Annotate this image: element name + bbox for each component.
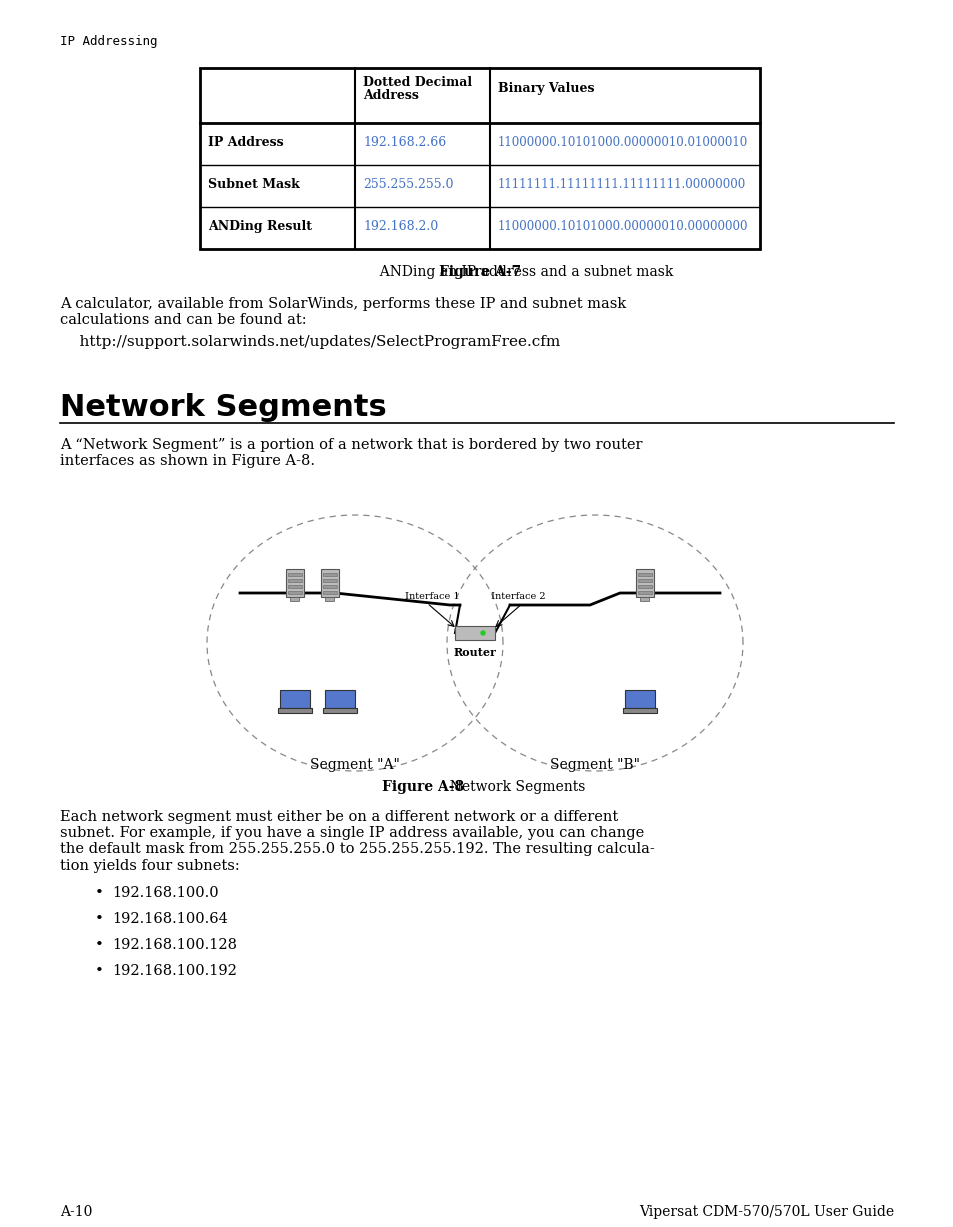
Bar <box>622 708 657 713</box>
Text: Binary Values: Binary Values <box>497 82 594 94</box>
Bar <box>323 708 356 713</box>
Text: 192.168.100.192: 192.168.100.192 <box>112 964 236 978</box>
Bar <box>280 690 310 708</box>
Bar <box>455 626 495 640</box>
Text: 192.168.100.128: 192.168.100.128 <box>112 937 236 952</box>
Text: 11000000.10101000.00000010.01000010: 11000000.10101000.00000010.01000010 <box>497 136 747 148</box>
Text: A “Network Segment” is a portion of a network that is bordered by two router
int: A “Network Segment” is a portion of a ne… <box>60 438 641 469</box>
Text: •: • <box>95 912 104 926</box>
Bar <box>624 690 655 708</box>
Bar <box>288 585 302 588</box>
Bar <box>636 569 654 598</box>
Text: IP Address: IP Address <box>208 136 283 148</box>
Text: 255.255.255.0: 255.255.255.0 <box>363 178 453 191</box>
Text: A calculator, available from SolarWinds, performs these IP and subnet mask
calcu: A calculator, available from SolarWinds,… <box>60 297 625 328</box>
Bar <box>638 579 651 582</box>
Text: •: • <box>95 886 104 899</box>
Text: Figure A-7: Figure A-7 <box>438 265 520 279</box>
Text: ANDing Result: ANDing Result <box>208 220 312 233</box>
Bar <box>323 585 336 588</box>
Bar <box>325 598 335 601</box>
Bar <box>286 569 304 598</box>
Text: •: • <box>95 964 104 978</box>
Text: 192.168.100.0: 192.168.100.0 <box>112 886 218 899</box>
Text: Address: Address <box>363 90 418 102</box>
Text: Interface 2: Interface 2 <box>490 591 545 601</box>
Text: 192.168.2.66: 192.168.2.66 <box>363 136 446 148</box>
Text: 11111111.11111111.11111111.00000000: 11111111.11111111.11111111.00000000 <box>497 178 745 191</box>
Bar <box>323 579 336 582</box>
Bar <box>639 598 649 601</box>
Text: A-10: A-10 <box>60 1205 92 1218</box>
Text: •: • <box>95 937 104 952</box>
Text: Each network segment must either be on a different network or a different
subnet: Each network segment must either be on a… <box>60 810 654 872</box>
Bar <box>638 573 651 575</box>
Text: Router: Router <box>453 647 496 658</box>
Text: Segment "B": Segment "B" <box>550 758 639 772</box>
Text: 192.168.2.0: 192.168.2.0 <box>363 220 437 233</box>
Text: Interface 1: Interface 1 <box>404 591 458 601</box>
Text: Network Segments: Network Segments <box>60 393 386 422</box>
Circle shape <box>480 631 484 636</box>
Text: Segment "A": Segment "A" <box>310 758 399 772</box>
Text: Subnet Mask: Subnet Mask <box>208 178 299 191</box>
Bar <box>288 573 302 575</box>
Text: ANDing an IP address and a subnet mask: ANDing an IP address and a subnet mask <box>371 265 673 279</box>
Bar <box>323 573 336 575</box>
Bar <box>288 591 302 594</box>
Bar <box>320 569 338 598</box>
Text: Vipersat CDM-570/570L User Guide: Vipersat CDM-570/570L User Guide <box>639 1205 893 1218</box>
Bar <box>638 591 651 594</box>
Bar <box>325 690 355 708</box>
Bar <box>638 585 651 588</box>
Bar <box>288 579 302 582</box>
Text: http://support.solarwinds.net/updates/SelectProgramFree.cfm: http://support.solarwinds.net/updates/Se… <box>60 335 559 348</box>
Bar <box>200 67 760 249</box>
Text: IP Addressing: IP Addressing <box>60 36 157 48</box>
Text: Network Segments: Network Segments <box>440 780 584 794</box>
Text: 192.168.100.64: 192.168.100.64 <box>112 912 228 926</box>
Bar <box>277 708 312 713</box>
Text: Dotted Decimal: Dotted Decimal <box>363 76 472 90</box>
Bar <box>291 598 299 601</box>
Text: Figure A-8: Figure A-8 <box>381 780 463 794</box>
Bar <box>323 591 336 594</box>
Text: 11000000.10101000.00000010.00000000: 11000000.10101000.00000010.00000000 <box>497 220 748 233</box>
